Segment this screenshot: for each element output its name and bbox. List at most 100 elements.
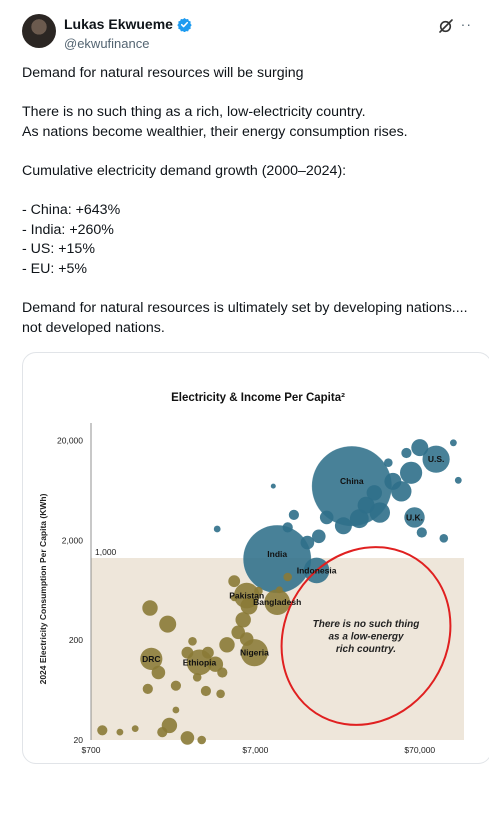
country-bubble <box>254 586 263 596</box>
country-bubble <box>416 527 427 538</box>
country-bubble <box>151 665 166 680</box>
country-label: China <box>340 476 364 486</box>
country-bubble <box>181 646 194 659</box>
country-bubble <box>282 522 293 533</box>
author-name-row: Lukas Ekwueme <box>64 16 192 32</box>
tweet-line: - India: +260% <box>22 221 114 238</box>
bubble-nigeria <box>240 639 268 667</box>
country-bubble <box>207 656 224 672</box>
tweet-line: There is no such thing as a rich, low-el… <box>22 104 366 121</box>
grok-icon[interactable] <box>438 18 454 34</box>
country-bubble <box>400 461 423 484</box>
country-bubble <box>216 689 225 699</box>
country-label: U.S. <box>428 454 445 464</box>
country-bubble <box>172 706 180 714</box>
bubble-uk <box>404 507 425 528</box>
country-bubble <box>300 535 315 550</box>
bubble-bangladesh <box>264 589 290 615</box>
avatar[interactable] <box>22 14 56 48</box>
chart-title: Electricity & Income Per Capita² <box>171 392 345 404</box>
country-bubble <box>200 685 211 697</box>
country-bubble <box>180 731 195 745</box>
country-bubble <box>334 517 352 535</box>
tweet-line: - EU: +5% <box>22 260 88 277</box>
tweet-line: As nations become wealthier, their energ… <box>22 123 408 140</box>
tweet-line: - China: +643% <box>22 202 121 219</box>
country-bubble <box>349 509 369 529</box>
country-bubble <box>97 725 108 736</box>
annotation-ellipse <box>280 546 452 726</box>
country-bubble <box>131 725 139 732</box>
country-bubble <box>228 575 241 588</box>
annotation-line: There is no such thing <box>313 619 420 630</box>
tweet-line-gap <box>22 142 472 162</box>
verified-badge-icon <box>177 17 192 32</box>
x-tick-label: $7,000 <box>242 745 268 755</box>
country-bubble <box>142 600 158 616</box>
country-bubble <box>312 529 326 544</box>
country-bubble <box>439 534 449 543</box>
tweet-line-gap <box>22 280 472 300</box>
country-bubble <box>454 476 462 484</box>
tweet-header: Lukas Ekwueme @ekwufinance ·· <box>22 14 472 58</box>
more-icon[interactable]: ·· <box>460 16 472 32</box>
country-bubble <box>157 727 168 738</box>
country-label: Indonesia <box>297 565 337 575</box>
country-bubble <box>235 612 251 628</box>
country-bubble <box>357 496 375 514</box>
country-bubble <box>319 510 334 525</box>
country-bubble <box>170 680 181 691</box>
tweet-text: Demand for natural resources will be sur… <box>22 64 472 338</box>
country-bubble <box>450 439 457 447</box>
author-display-name[interactable]: Lukas Ekwueme <box>64 16 173 32</box>
country-bubble <box>159 615 177 633</box>
country-label: Pakistan <box>229 591 264 601</box>
author-handle[interactable]: @ekwufinance <box>64 36 150 51</box>
country-bubble <box>230 594 238 602</box>
tweet-line: Demand for natural resources will be sur… <box>22 65 304 81</box>
country-label: DRC <box>142 654 160 664</box>
y-tick-label: 200 <box>69 635 83 645</box>
country-bubble <box>240 597 258 615</box>
country-bubble <box>270 483 276 489</box>
y-axis-label: 2024 Electricity Consumption Per Capita … <box>38 493 48 684</box>
tweet-line: - US: +15% <box>22 241 95 258</box>
bubble-drc <box>140 647 163 670</box>
country-label: Nigeria <box>240 648 269 658</box>
tweet-line-gap <box>22 182 472 202</box>
country-bubble <box>384 458 393 467</box>
bubble-us <box>422 445 450 473</box>
country-bubble <box>142 683 153 694</box>
country-bubble <box>283 572 293 582</box>
annotation-line: rich country. <box>336 644 396 655</box>
annotation-text: There is no such thing as a low-energyric… <box>313 619 420 655</box>
tweet-line: Cumulative electricity demand growth (20… <box>22 162 347 179</box>
country-bubble <box>239 632 254 646</box>
x-tick-label: $700 <box>82 745 101 755</box>
tweet-line: not developed nations. <box>22 319 165 336</box>
country-bubble <box>384 472 402 490</box>
country-label: India <box>267 549 287 559</box>
country-bubble <box>276 586 283 594</box>
country-bubble <box>116 728 124 736</box>
country-bubble <box>369 502 390 523</box>
country-bubble <box>411 439 429 457</box>
tweet-line-gap <box>22 84 472 104</box>
country-bubble <box>202 646 214 659</box>
country-label: U.K. <box>406 512 423 522</box>
country-bubble <box>366 485 382 501</box>
country-bubble <box>219 637 235 653</box>
country-bubble <box>288 509 299 520</box>
scatter-chart: 20 200 2,000 20,000 $700 $7,000 $70,000 China I… <box>38 392 464 755</box>
tweet-line: Demand for natural resources is ultimate… <box>22 300 468 317</box>
y-tick-label: 20,000 <box>57 436 83 446</box>
y-tick-label: 20 <box>74 735 84 745</box>
country-bubble <box>213 525 221 533</box>
x-tick-label: $70,000 <box>404 745 435 755</box>
country-bubble <box>217 667 228 678</box>
tweet-media-chart[interactable]: 20 200 2,000 20,000 $700 $7,000 $70,000 China I… <box>22 352 489 764</box>
country-bubble <box>401 447 412 459</box>
shaded-threshold-label: 1,000 <box>95 547 117 557</box>
annotation-line: as a low-energy <box>328 632 403 643</box>
country-label: Ethiopia <box>183 657 217 667</box>
